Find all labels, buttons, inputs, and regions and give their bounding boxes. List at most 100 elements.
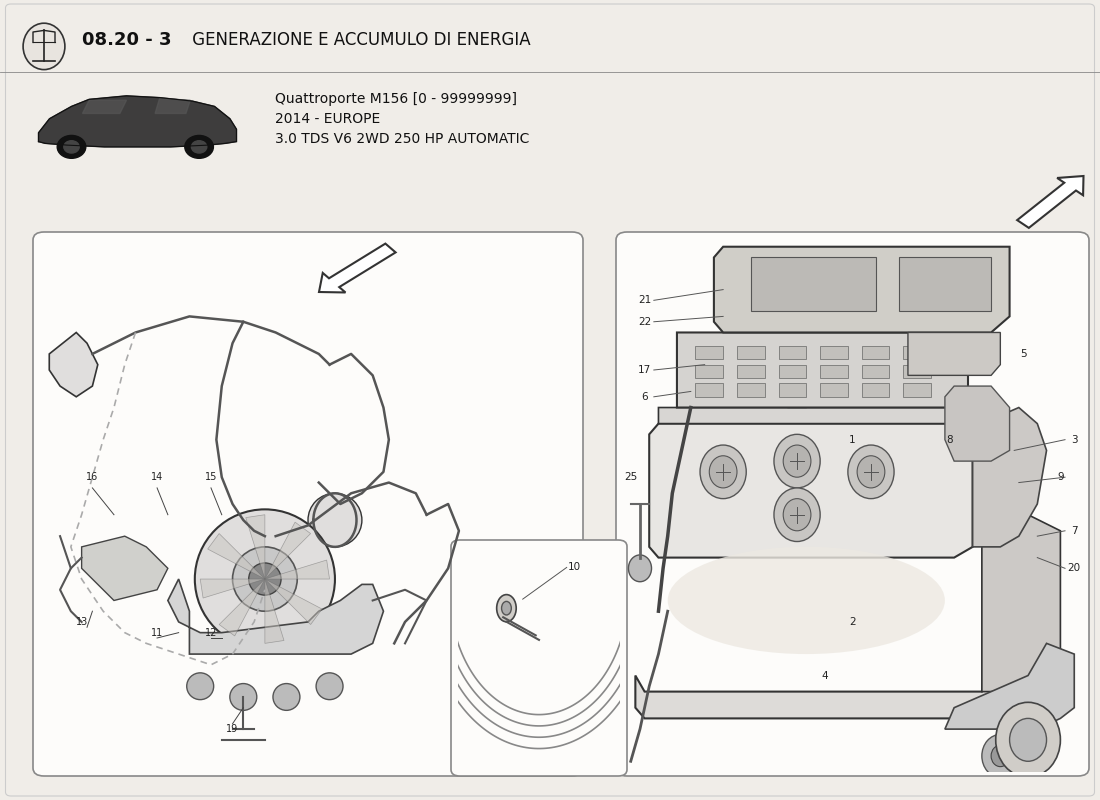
Circle shape (710, 456, 737, 488)
Circle shape (316, 673, 343, 700)
Circle shape (857, 456, 884, 488)
Bar (695, 365, 723, 378)
Text: Quattroporte M156 [0 - 99999999]: Quattroporte M156 [0 - 99999999] (275, 92, 517, 106)
Text: 2014 - EUROPE: 2014 - EUROPE (275, 112, 381, 126)
Text: GENERAZIONE E ACCUMULO DI ENERGIA: GENERAZIONE E ACCUMULO DI ENERGIA (187, 31, 530, 49)
Text: 16: 16 (86, 472, 99, 482)
Bar (737, 365, 764, 378)
Polygon shape (50, 333, 98, 397)
Circle shape (700, 445, 746, 498)
Polygon shape (39, 96, 236, 147)
Polygon shape (751, 258, 876, 311)
Polygon shape (945, 643, 1075, 729)
Ellipse shape (23, 23, 65, 70)
Circle shape (628, 555, 651, 582)
Bar (903, 383, 931, 397)
Polygon shape (714, 246, 1010, 333)
Polygon shape (208, 534, 265, 579)
Circle shape (273, 683, 300, 710)
Text: 5: 5 (1020, 349, 1026, 359)
Polygon shape (1018, 176, 1084, 228)
Polygon shape (899, 258, 991, 311)
Polygon shape (649, 424, 972, 558)
Polygon shape (82, 100, 126, 114)
Polygon shape (245, 514, 265, 579)
Circle shape (187, 673, 213, 700)
Circle shape (191, 141, 207, 153)
Circle shape (1010, 718, 1046, 762)
Text: 13: 13 (76, 617, 88, 627)
Text: 21: 21 (638, 295, 651, 306)
Circle shape (1005, 734, 1023, 756)
Circle shape (57, 135, 86, 158)
Text: 12: 12 (205, 628, 217, 638)
Bar (779, 346, 806, 359)
Polygon shape (982, 514, 1060, 691)
Polygon shape (265, 560, 330, 579)
Circle shape (230, 683, 256, 710)
FancyBboxPatch shape (33, 232, 583, 776)
Circle shape (982, 734, 1019, 778)
Polygon shape (81, 536, 168, 601)
Polygon shape (168, 579, 384, 654)
Bar (737, 383, 764, 397)
Circle shape (195, 510, 334, 649)
Polygon shape (636, 547, 1019, 718)
Text: 1: 1 (849, 434, 856, 445)
Polygon shape (265, 579, 322, 625)
Polygon shape (972, 407, 1046, 547)
Polygon shape (265, 579, 284, 643)
Text: 20: 20 (1068, 563, 1081, 574)
Bar (861, 346, 890, 359)
Bar (903, 365, 931, 378)
Circle shape (996, 724, 1033, 766)
Text: 4: 4 (822, 670, 828, 681)
Polygon shape (779, 375, 815, 407)
Circle shape (308, 494, 362, 547)
Circle shape (502, 602, 512, 615)
Circle shape (232, 547, 297, 611)
Text: 6: 6 (641, 392, 648, 402)
Bar (821, 383, 848, 397)
FancyBboxPatch shape (616, 232, 1089, 776)
Polygon shape (676, 333, 968, 407)
Bar (903, 346, 931, 359)
Ellipse shape (668, 547, 945, 654)
Text: 11: 11 (151, 628, 163, 638)
Polygon shape (155, 98, 190, 114)
Circle shape (497, 594, 516, 622)
Circle shape (783, 445, 811, 477)
Polygon shape (659, 407, 968, 424)
Bar (779, 365, 806, 378)
Text: 3.0 TDS V6 2WD 250 HP AUTOMATIC: 3.0 TDS V6 2WD 250 HP AUTOMATIC (275, 132, 529, 146)
Polygon shape (219, 579, 265, 636)
Circle shape (996, 702, 1060, 778)
Text: 22: 22 (638, 317, 651, 326)
Text: 8: 8 (946, 434, 953, 445)
Bar (861, 365, 890, 378)
Polygon shape (908, 333, 1000, 375)
Polygon shape (200, 579, 265, 598)
FancyBboxPatch shape (451, 540, 627, 776)
Circle shape (991, 746, 1010, 766)
Text: 25: 25 (624, 472, 637, 482)
Circle shape (185, 135, 213, 158)
Circle shape (64, 141, 79, 153)
Text: 15: 15 (205, 472, 217, 482)
Text: 14: 14 (151, 472, 163, 482)
Text: 3: 3 (1071, 434, 1078, 445)
Polygon shape (265, 522, 310, 579)
Circle shape (774, 488, 821, 542)
Text: 2: 2 (849, 617, 856, 627)
Bar (779, 383, 806, 397)
Polygon shape (319, 244, 396, 293)
Circle shape (774, 434, 821, 488)
Polygon shape (945, 386, 1010, 461)
Text: 17: 17 (638, 365, 651, 375)
Circle shape (249, 563, 282, 595)
Bar (861, 383, 890, 397)
Bar (695, 346, 723, 359)
Text: 19: 19 (227, 724, 239, 734)
Bar (695, 383, 723, 397)
Bar (821, 365, 848, 378)
